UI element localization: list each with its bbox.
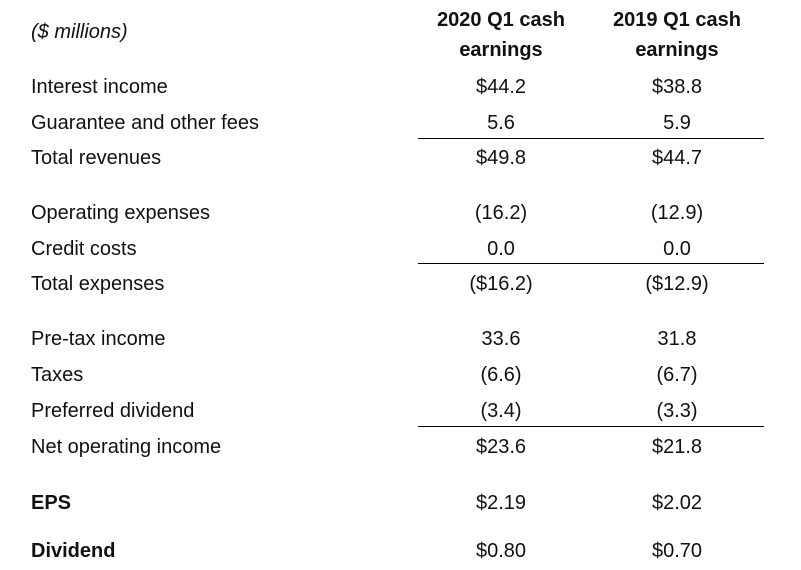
row-label-total-revenues: Total revenues (31, 147, 162, 169)
value-2020-pretax-income: 33.6 (481, 328, 521, 350)
total-expenses-rule (418, 263, 764, 264)
value-2020-net-operating-income: $23.6 (475, 436, 527, 458)
value-2020-taxes: (6.6) (480, 364, 522, 386)
value-2019-total-revenues: $44.7 (651, 147, 703, 169)
value-2020-interest-income: $44.2 (475, 76, 527, 98)
value-2020-eps: $2.19 (475, 492, 527, 514)
value-2019-net-operating-income: $21.8 (651, 436, 703, 458)
total-revenues-rule (418, 138, 764, 139)
value-2019-credit-costs: 0.0 (663, 238, 691, 260)
value-2019-eps: $2.02 (651, 492, 703, 514)
col-2019-header-line2: earnings (635, 39, 719, 61)
row-label-taxes: Taxes (31, 364, 84, 386)
value-2019-preferred-dividend: (3.3) (656, 400, 698, 422)
net-operating-income-rule (418, 426, 764, 427)
row-label-preferred-dividend: Preferred dividend (31, 400, 195, 422)
row-label-total-expenses: Total expenses (31, 273, 165, 295)
row-label-eps: EPS (31, 492, 72, 514)
value-2019-dividend: $0.70 (651, 540, 703, 562)
value-2019-pretax-income: 31.8 (657, 328, 697, 350)
row-label-interest-income: Interest income (31, 76, 168, 98)
value-2020-total-expenses: ($16.2) (469, 273, 533, 295)
col-2019-header-line1: 2019 Q1 cash (613, 9, 741, 31)
value-2019-taxes: (6.7) (656, 364, 698, 386)
value-2019-guarantee-fees: 5.9 (663, 112, 691, 134)
value-2020-credit-costs: 0.0 (487, 238, 515, 260)
value-2019-total-expenses: ($12.9) (645, 273, 709, 295)
row-label-dividend: Dividend (31, 540, 116, 562)
value-2020-dividend: $0.80 (475, 540, 527, 562)
row-label-net-operating-income: Net operating income (31, 436, 222, 458)
row-label-operating-expenses: Operating expenses (31, 202, 211, 224)
row-label-guarantee-fees: Guarantee and other fees (31, 112, 259, 134)
col-2020-header-line2: earnings (459, 39, 543, 61)
col-2020-header-line1: 2020 Q1 cash (437, 9, 565, 31)
units-label: ($ millions) (31, 21, 128, 43)
value-2019-operating-expenses: (12.9) (650, 202, 704, 224)
value-2019-interest-income: $38.8 (651, 76, 703, 98)
value-2020-guarantee-fees: 5.6 (487, 112, 515, 134)
value-2020-preferred-dividend: (3.4) (480, 400, 522, 422)
value-2020-total-revenues: $49.8 (475, 147, 527, 169)
value-2020-operating-expenses: (16.2) (474, 202, 528, 224)
row-label-credit-costs: Credit costs (31, 238, 137, 260)
row-label-pretax-income: Pre-tax income (31, 328, 166, 350)
